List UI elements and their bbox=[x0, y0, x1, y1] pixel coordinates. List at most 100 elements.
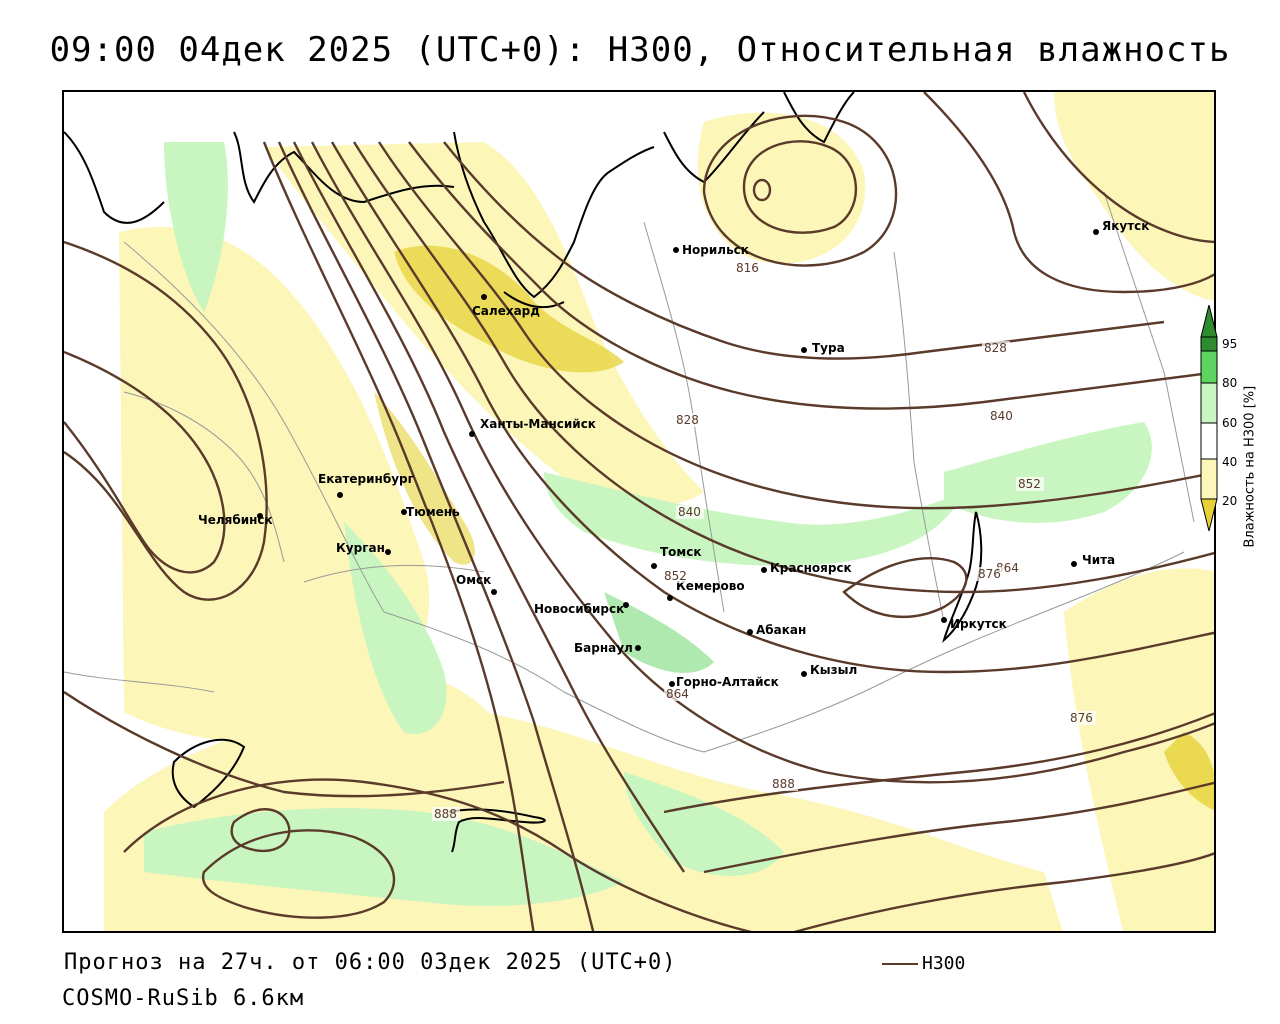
city-marker bbox=[941, 617, 947, 623]
contour-label: 876 bbox=[978, 567, 1001, 581]
city-label: Кызыл bbox=[810, 663, 857, 677]
contour-label: 816 bbox=[736, 261, 759, 275]
contour-label-bg bbox=[432, 807, 460, 821]
contour-label-bg bbox=[1068, 711, 1096, 725]
colorbar-swatch-50 bbox=[1200, 422, 1218, 460]
city-marker bbox=[667, 595, 673, 601]
colorbar-tick: 20 bbox=[1222, 494, 1238, 508]
colorbar-top-arrow bbox=[1200, 305, 1218, 338]
forecast-info: Прогноз на 27ч. от 06:00 03дек 2025 (UTC… bbox=[64, 950, 677, 975]
city-marker bbox=[801, 347, 807, 353]
contour-line bbox=[310, 141, 1214, 784]
city-label: Ханты-Мансийск bbox=[480, 417, 596, 431]
colorbar-swatch-95 bbox=[1200, 336, 1218, 352]
colorbar-tick: 95 bbox=[1222, 337, 1238, 351]
contour-line bbox=[230, 808, 291, 853]
contour-line bbox=[377, 141, 1214, 510]
humidity-colorbar bbox=[1200, 305, 1218, 532]
city-marker bbox=[401, 509, 407, 515]
contour-label-bg bbox=[988, 409, 1016, 423]
city-marker bbox=[257, 513, 263, 519]
contour-label: 864 bbox=[666, 687, 689, 701]
humidity-area bbox=[344, 522, 447, 734]
border-path bbox=[1103, 191, 1195, 523]
city-marker bbox=[337, 492, 343, 498]
contour-line bbox=[408, 141, 1214, 410]
humidity-area bbox=[1054, 92, 1214, 302]
border-path bbox=[64, 671, 215, 693]
contour-label: 840 bbox=[678, 505, 701, 519]
colorbar-bottom-arrow bbox=[1200, 498, 1218, 532]
city-label: Кемерово bbox=[676, 579, 745, 593]
map-title: 09:00 04дек 2025 (UTC+0): H300, Относите… bbox=[49, 30, 1231, 70]
contour-line bbox=[1022, 92, 1214, 244]
contour-line bbox=[352, 141, 1214, 594]
contour-label-bg bbox=[976, 567, 1004, 581]
city-label: Горно-Алтайск bbox=[676, 675, 779, 689]
humidity-area bbox=[544, 472, 964, 566]
contour-label: 852 bbox=[1018, 477, 1041, 491]
city-label: Новосибирск bbox=[534, 602, 624, 616]
city-label: Красноярск bbox=[770, 561, 852, 575]
humidity-fields bbox=[104, 92, 1214, 931]
colorbar-swatch-80 bbox=[1200, 350, 1218, 384]
humidity-area bbox=[374, 392, 475, 565]
humidity-area bbox=[119, 226, 430, 743]
border-path bbox=[303, 564, 485, 583]
contour-line bbox=[923, 92, 1214, 294]
colorbar-tick: 40 bbox=[1222, 455, 1238, 469]
city-marker bbox=[1093, 229, 1099, 235]
city-label: Якутск bbox=[1102, 219, 1149, 233]
city-label: Тюмень bbox=[406, 505, 460, 519]
contour-line bbox=[663, 712, 1214, 814]
legend-label: H300 bbox=[922, 953, 966, 974]
city-marker bbox=[469, 431, 475, 437]
contour-line bbox=[752, 178, 772, 202]
contour-label-bg bbox=[674, 413, 702, 427]
humidity-area bbox=[164, 142, 228, 312]
city-marker bbox=[801, 671, 807, 677]
contour-line bbox=[123, 778, 752, 931]
border-path bbox=[123, 391, 285, 563]
colorbar-tick: 60 bbox=[1222, 416, 1238, 430]
contour-line bbox=[702, 114, 898, 267]
city-label: Курган bbox=[336, 541, 385, 555]
city-marker bbox=[673, 247, 679, 253]
city-marker bbox=[1071, 561, 1077, 567]
humidity-area bbox=[1064, 568, 1214, 931]
map-canvas: Норильск Якутск Салехард Тура Ханты-Мансийск… bbox=[64, 92, 1214, 931]
contour-line bbox=[262, 141, 535, 931]
city-marker bbox=[669, 681, 675, 687]
contour-label: 888 bbox=[772, 777, 795, 791]
city-marker bbox=[385, 549, 391, 555]
border-path bbox=[893, 251, 945, 623]
coastline-path bbox=[783, 92, 855, 144]
contour-label: 876 bbox=[1070, 711, 1093, 725]
contour-line bbox=[64, 240, 268, 601]
humidity-area bbox=[697, 112, 866, 264]
contour-label-bg bbox=[982, 341, 1010, 355]
coastline-path bbox=[453, 131, 655, 299]
city-marker bbox=[651, 563, 657, 569]
colorbar-swatch-40 bbox=[1200, 458, 1218, 500]
city-marker bbox=[481, 294, 487, 300]
city-label: Екатеринбург bbox=[318, 472, 414, 486]
contour-line bbox=[292, 141, 685, 873]
city-label: Абакан bbox=[756, 623, 806, 637]
map-frame: Норильск Якутск Салехард Тура Ханты-Мансийск… bbox=[62, 90, 1216, 933]
city-marker bbox=[761, 567, 767, 573]
city-label: Тура bbox=[812, 341, 845, 355]
contour-line bbox=[842, 557, 968, 618]
contour-label: 888 bbox=[434, 807, 457, 821]
contour-label-bg bbox=[676, 505, 704, 519]
colorbar-swatch-60 bbox=[1200, 382, 1218, 424]
humidity-area bbox=[624, 772, 784, 876]
colorbar-tick: 80 bbox=[1222, 376, 1238, 390]
contour-line bbox=[64, 691, 505, 798]
coastline-path bbox=[233, 131, 455, 204]
city-marker bbox=[623, 602, 629, 608]
city-marker bbox=[635, 645, 641, 651]
contour-line bbox=[703, 781, 1214, 874]
region-borders bbox=[64, 191, 1195, 753]
